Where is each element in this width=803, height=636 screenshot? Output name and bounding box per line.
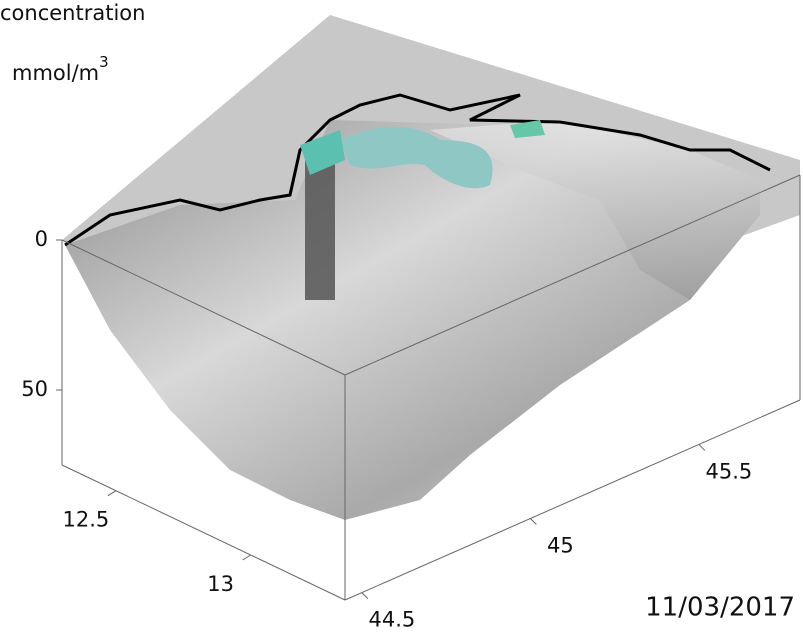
y-tick — [362, 593, 368, 599]
z-tick-label: 50 — [21, 377, 48, 401]
date-annotation: 11/03/2017 — [645, 593, 795, 623]
y-tick-label: 45 — [547, 534, 574, 558]
y-tick — [699, 444, 705, 450]
y-tick — [530, 519, 536, 525]
x-tick — [243, 555, 251, 560]
title: concentration — [0, 1, 145, 25]
chart: 0 50 12.5 13 44.5 45 45.5 concentration mmol/m… — [0, 0, 803, 636]
y-tick-label: 45.5 — [706, 459, 753, 483]
y-tick-label: 44.5 — [368, 608, 415, 632]
z-tick-label: 0 — [35, 227, 48, 251]
x-tick-label: 12.5 — [63, 508, 110, 532]
unit-superscript: 3 — [99, 53, 109, 71]
unit-text: mmol/m — [12, 61, 99, 85]
x-tick-label: 13 — [207, 572, 234, 596]
unit: mmol/m3 — [12, 53, 109, 86]
x-tick — [108, 491, 116, 496]
